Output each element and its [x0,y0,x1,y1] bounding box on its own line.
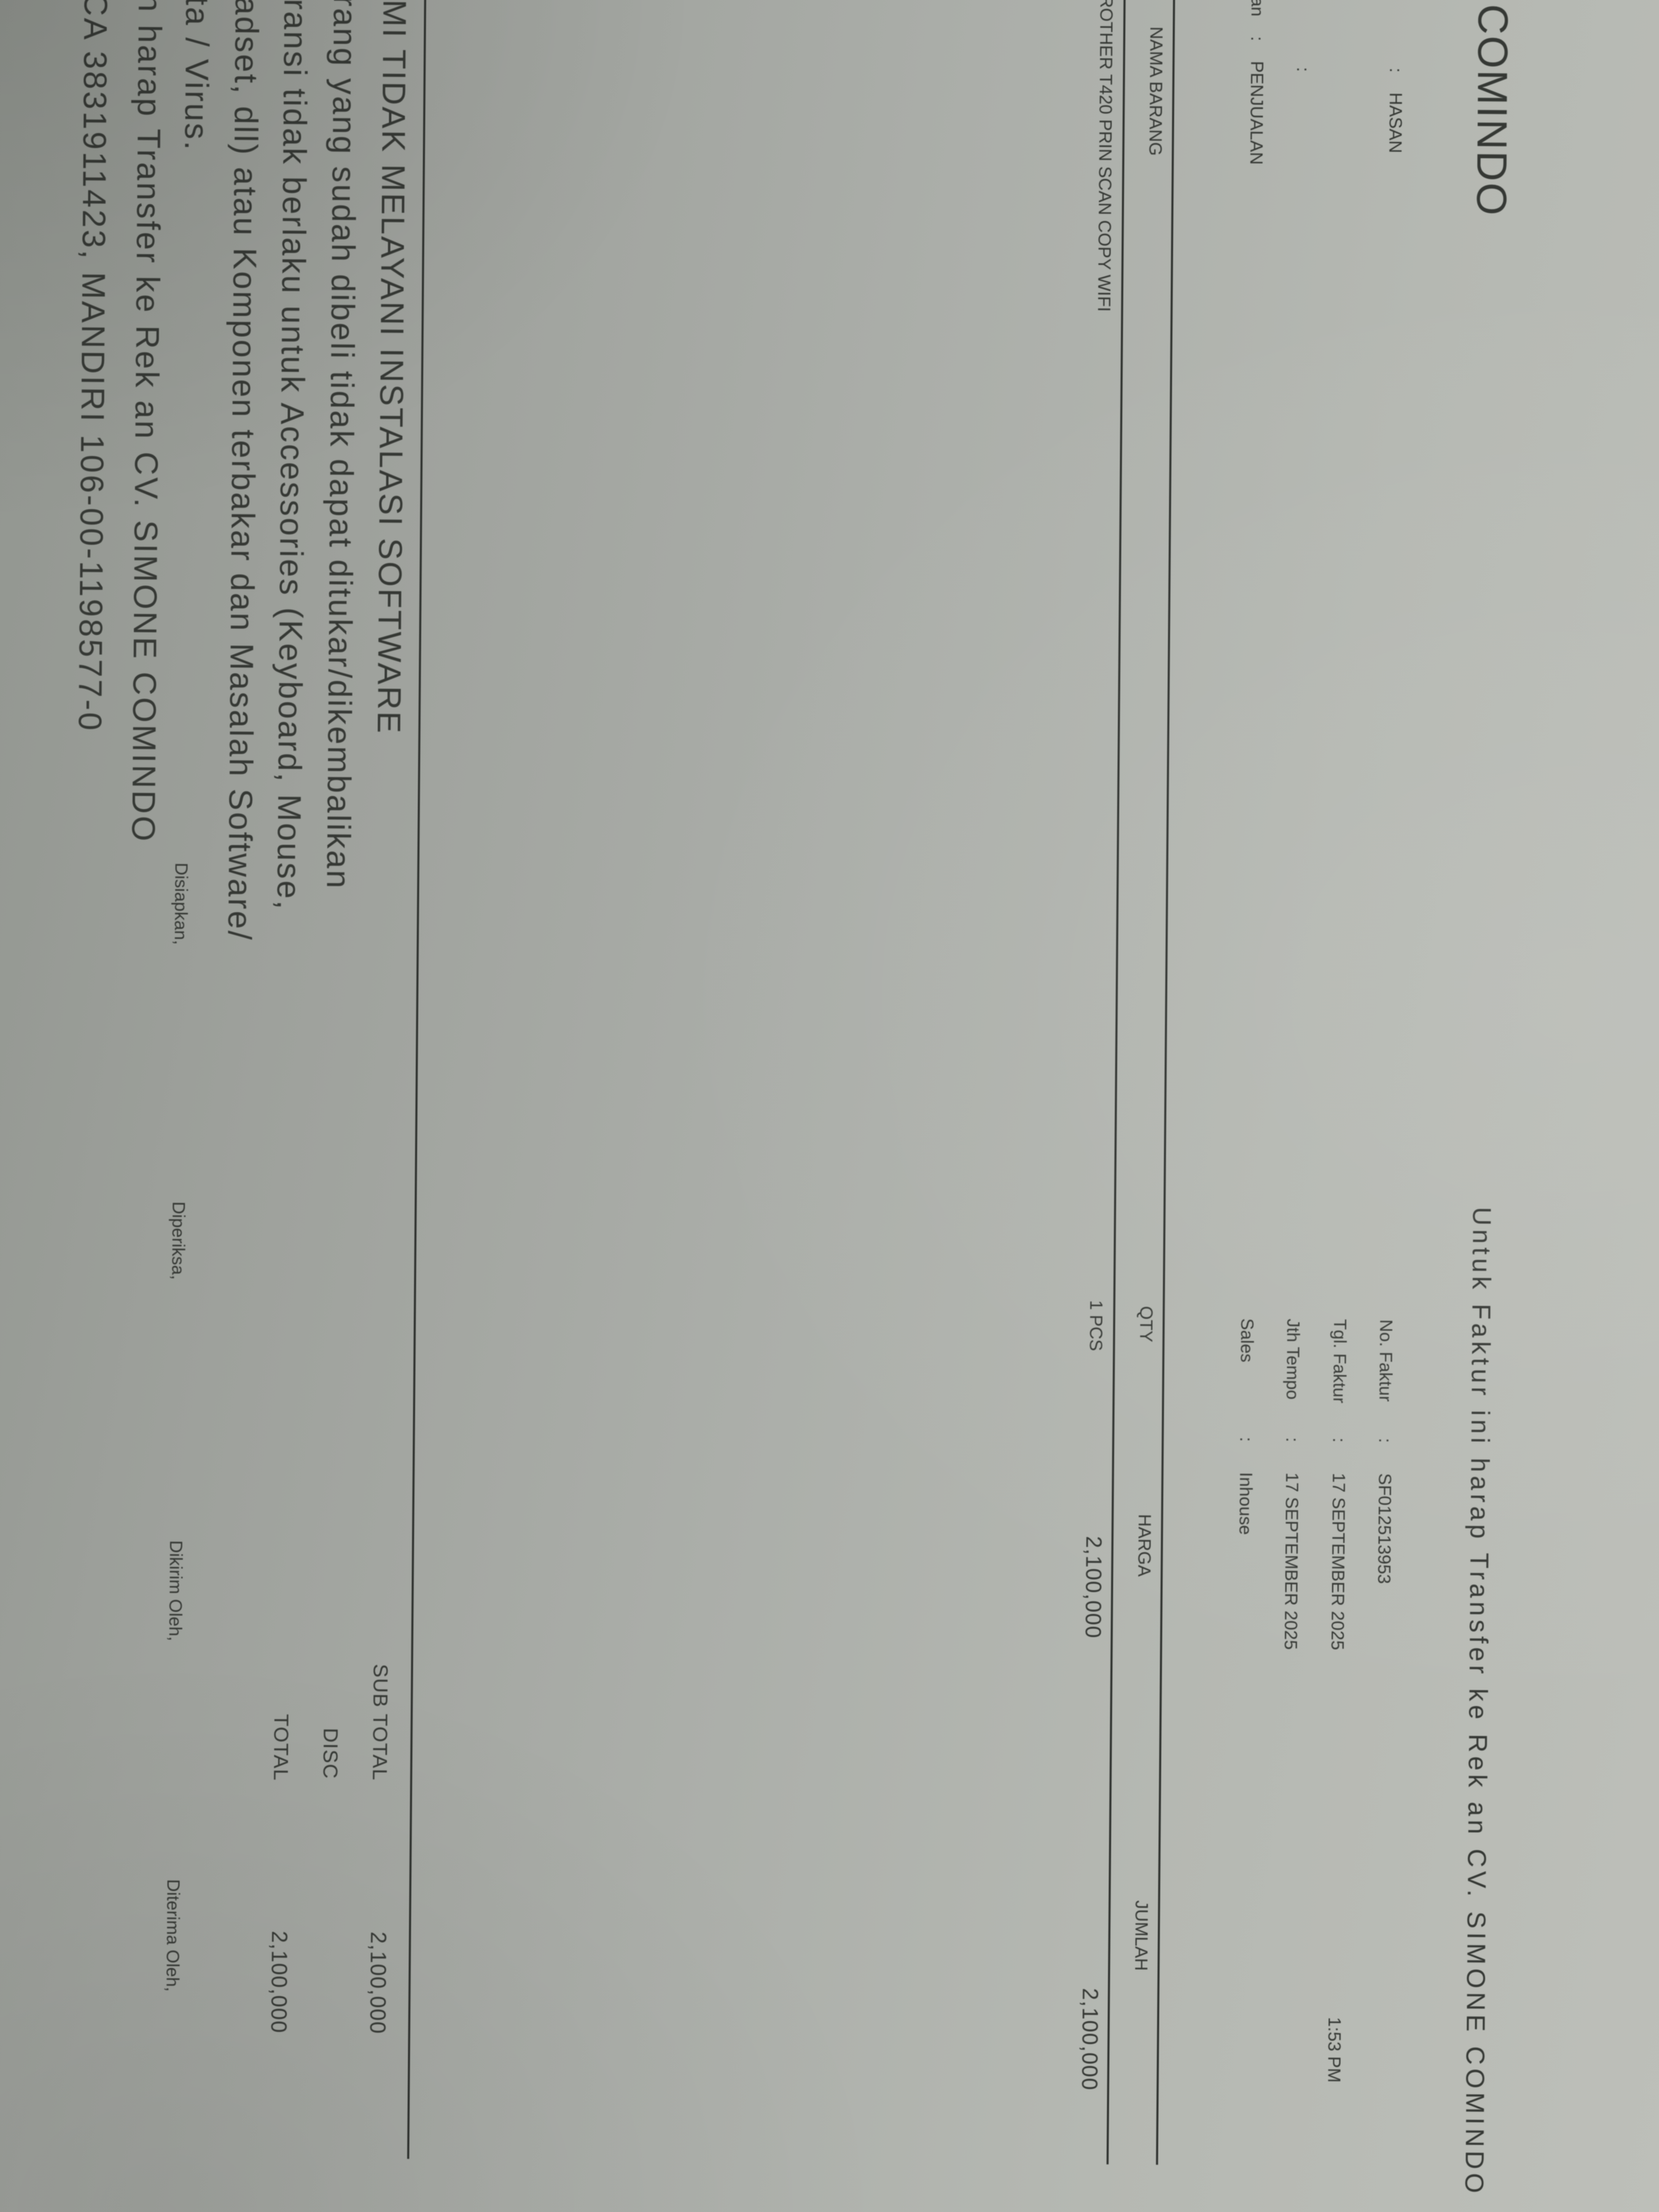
no-faktur-label: No. Faktur [1375,1319,1397,1402]
bank-accounts: BCA 3831911423, MANDIRI 106-00-1198577-0 [71,0,114,733]
bank-transfer-note: Mohon harap Transfer ke Rek an CV. SIMON… [125,0,168,844]
address-colon: : [1293,66,1314,73]
no-faktur-colon: : [1375,1437,1396,1443]
sales-colon: : [1236,1437,1257,1442]
note-warranty-1: Garansi tidak berlaku untuk Accessories … [270,0,314,912]
tgl-faktur-label: Tgl. Faktur [1329,1319,1351,1404]
transfer-notice: Untuk Faktur ini harap Transfer ke Rek a… [1459,1206,1496,2197]
tgl-faktur-colon: : [1329,1437,1350,1443]
note-no-return: Barang yang sudah dibeli tidak dapat dit… [319,0,363,890]
sub-total-label: SUB TOTAL [368,1664,392,1781]
total-value: 2,100,000 [266,1930,292,2034]
jth-tempo-value: 17 SEPTEMBER 2025 [1280,1472,1303,1650]
item-qty: 1 PCS [1086,1300,1107,1351]
col-header-jumlah: JUMLAH [1131,1900,1152,1971]
note-warranty-2: Headset, dll) atau Komponen terbakar dan… [220,0,265,942]
note-no-software-install: KAMI TIDAK MELAYANI INSTALASI SOFTWARE [370,0,413,735]
signature-dikirim: Dikirim Oleh, [165,1540,186,1641]
company-name: COMINDO [1467,3,1516,217]
no-faktur-value: SF012513953 [1374,1473,1395,1584]
total-label: TOTAL [269,1713,292,1782]
col-header-qty: QTY [1136,1306,1157,1343]
col-header-nama-barang: NAMA BARANG [1145,26,1167,157]
signature-diterima: Diterima Oleh, [162,1879,184,1992]
sales-label: Sales [1237,1318,1258,1363]
print-time: 1:53 PM [1324,2017,1345,2083]
signature-disiapkan: Disiapkan, [170,862,192,945]
keterangan-line: an : PENJUALAN [1246,0,1268,165]
col-header-harga: HARGA [1134,1513,1155,1577]
table-bottom-rule [407,0,428,2159]
item-jumlah: 2,100,000 [1077,1988,1103,2091]
sales-value: Inhouse [1235,1472,1256,1535]
jth-tempo-colon: : [1282,1437,1303,1443]
disc-label: DISC [319,1727,342,1780]
item-name: BROTHER T420 PRIN SCAN COPY WIFI [1094,0,1118,312]
item-harga: 2,100,000 [1080,1536,1107,1639]
note-warranty-3: Data / Virus. [178,0,216,152]
signature-diperiksa: Diperiksa, [168,1201,189,1280]
sub-total-value: 2,100,000 [365,1931,391,2034]
jth-tempo-label: Jth Tempo [1282,1318,1304,1400]
table-top-rule [1155,0,1176,2165]
table-header-rule [1106,0,1127,2165]
tgl-faktur-value: 17 SEPTEMBER 2025 [1327,1473,1349,1651]
customer-name: : HASAN [1385,67,1407,154]
